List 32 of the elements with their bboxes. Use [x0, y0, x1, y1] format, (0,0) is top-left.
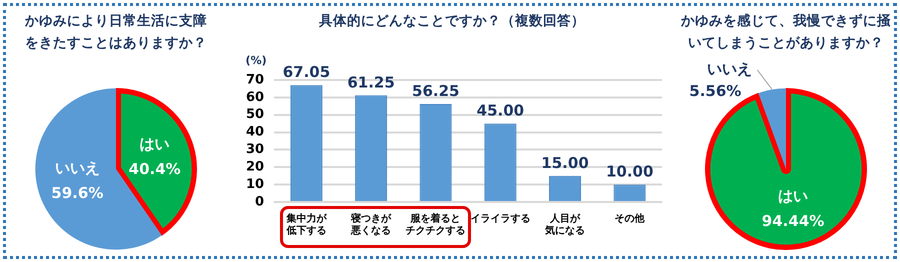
- data-label: 94.44%: [762, 212, 824, 230]
- x-tick-label: その他: [614, 212, 646, 225]
- data-label: 10.00: [606, 162, 654, 181]
- y-tick-label: 60: [246, 90, 264, 105]
- chart-title: 具体的にどんなことですか？（複数回答）: [318, 12, 586, 31]
- y-tick-label: 50: [246, 107, 264, 122]
- x-tick-label: 集中力が低下する: [285, 212, 328, 237]
- data-label: 45.00: [476, 102, 524, 120]
- data-label: 56.25: [412, 82, 460, 100]
- x-tick-label: 服を着るとチクチクする: [406, 212, 466, 237]
- slice-label: はい: [778, 186, 808, 205]
- data-label: 67.05: [282, 63, 330, 82]
- chart-title: かゆみを感じて、我慢できずに掻いてしまうことがありますか？: [680, 12, 892, 53]
- chart-title: かゆみにより日常生活に支障をきたすことはありますか？: [24, 12, 208, 53]
- data-label: 15.00: [541, 154, 589, 172]
- y-tick-label: 10: [246, 176, 264, 192]
- data-label: 59.6%: [51, 184, 104, 202]
- y-axis-title: (%): [246, 54, 267, 67]
- data-label: 40.4%: [128, 160, 181, 178]
- data-label: 61.25: [347, 73, 395, 92]
- y-tick-label: 0: [255, 194, 264, 210]
- x-tick-label: 人目が気になる: [544, 212, 586, 237]
- y-tick-label: 20: [246, 160, 264, 175]
- x-tick-label: イライラする: [470, 214, 530, 225]
- data-label: 5.56%: [689, 82, 742, 100]
- slice-label: いいえ: [54, 158, 100, 177]
- y-tick-label: 40: [246, 124, 264, 140]
- y-tick-label: 30: [246, 142, 264, 158]
- x-tick-label: 寝つきが悪くなる: [350, 212, 392, 237]
- slice-label: はい: [140, 134, 170, 153]
- slice-label: いいえ: [706, 60, 752, 78]
- y-tick-label: 70: [246, 72, 264, 88]
